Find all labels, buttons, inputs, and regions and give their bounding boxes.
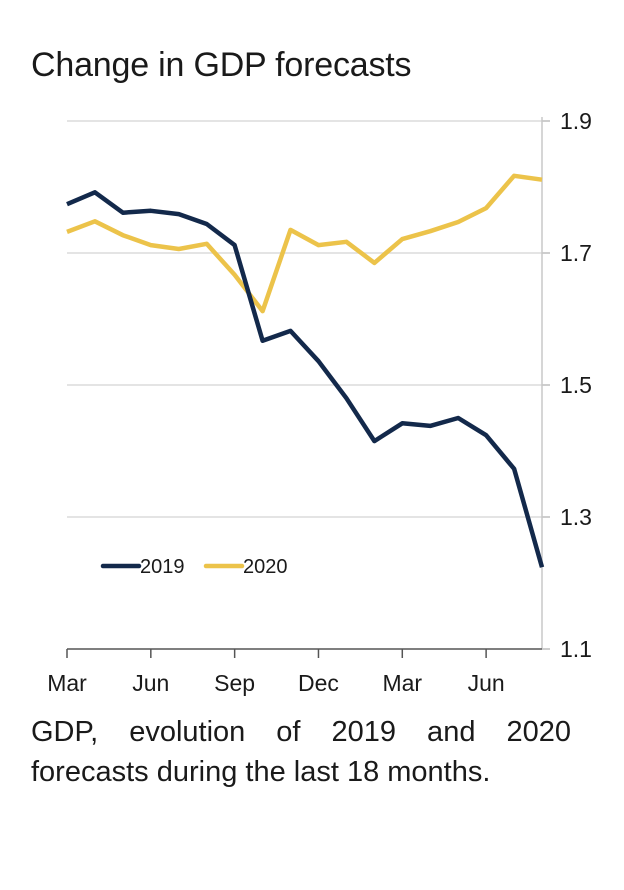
- x-tick-label: Jun: [132, 670, 169, 696]
- x-tick-label: Mar: [47, 670, 87, 696]
- y-tick-label: 1.9: [560, 108, 592, 134]
- chart-caption: GDP, evolution of 2019 and 2020 forecast…: [31, 716, 571, 788]
- y-tick-label: 1.7: [560, 240, 592, 266]
- series-line-2020: [66, 173, 543, 314]
- axes: 1.9 1.7 1.5 1.3 1.1 Mar Jun Sep Dec Mar Jun: [47, 108, 592, 696]
- x-tick-label: Sep: [214, 670, 255, 696]
- x-tick-label: Jun: [468, 670, 505, 696]
- chart-title: Change in GDP forecasts: [31, 46, 412, 84]
- series-lines: [66, 173, 545, 568]
- x-tick-label: Mar: [382, 670, 422, 696]
- series-line-2019: [66, 190, 545, 568]
- x-tick-label: Dec: [298, 670, 339, 696]
- y-tick-label: 1.3: [560, 504, 592, 530]
- y-tick-label: 1.1: [560, 636, 592, 662]
- legend-label-2019: 2019: [140, 556, 185, 578]
- legend: 2019 2020: [100, 556, 288, 578]
- y-tick-label: 1.5: [560, 372, 592, 398]
- gridlines: [67, 120, 542, 518]
- legend-label-2020: 2020: [243, 556, 288, 578]
